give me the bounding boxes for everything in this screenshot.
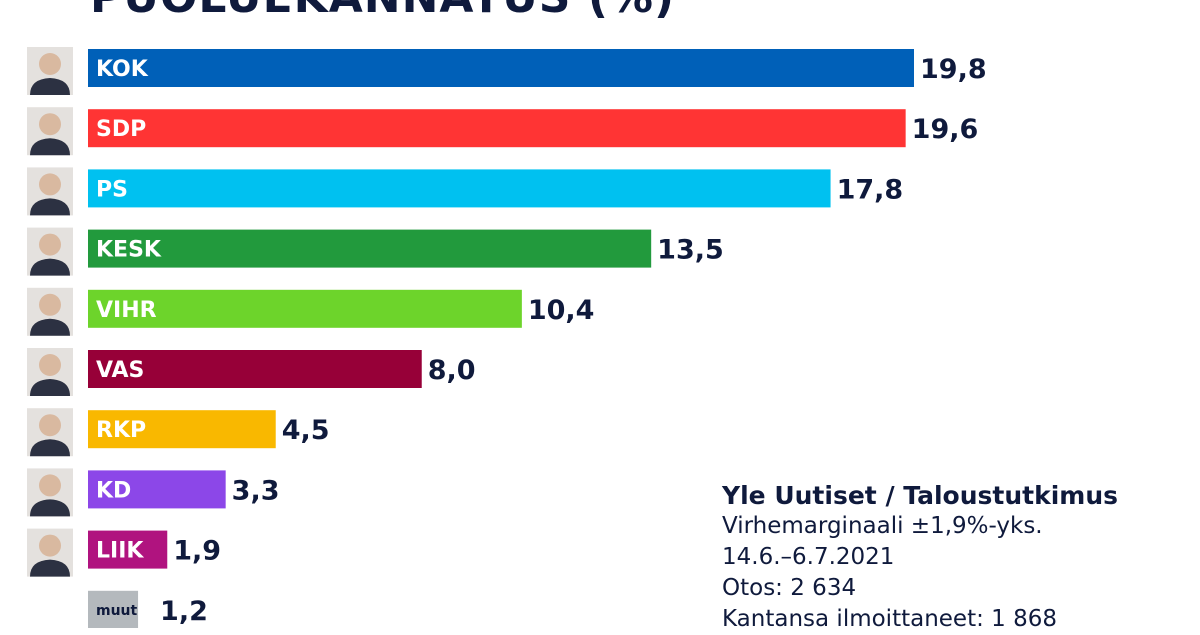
bar-value-kesk: 13,5: [657, 235, 724, 266]
portrait-liik: [27, 528, 73, 577]
bar-value-sdp: 19,6: [912, 114, 979, 145]
bar-value-kd: 3,3: [232, 475, 280, 506]
bar-value-muut: 1,2: [160, 596, 208, 627]
bar-label-rkp: RKP: [96, 418, 146, 443]
survey-dates: 14.6.–6.7.2021: [722, 544, 895, 570]
bar-kd: [88, 470, 226, 509]
bar-value-kok: 19,8: [920, 54, 987, 85]
bar-kok: [88, 49, 914, 87]
bar-sdp: [88, 109, 906, 148]
bar-label-muut: muut: [96, 603, 138, 619]
bar-value-vas: 8,0: [428, 355, 476, 386]
bar-muut: [88, 590, 139, 628]
bar-label-vas: VAS: [96, 358, 144, 383]
source-title: Yle Uutiset / Taloustutkimus: [722, 481, 1119, 510]
chart-title: PUOLUEKANNATUS (%): [90, 0, 675, 23]
bar-value-vihr: 10,4: [528, 295, 595, 326]
bar-value-liik: 1,9: [173, 536, 221, 567]
portrait-rkp: [27, 408, 73, 457]
bar-label-liik: LIIK: [96, 539, 144, 564]
portrait-sdp: [27, 107, 73, 156]
bar-label-kok: KOK: [96, 57, 149, 82]
error-margin: Virhemarginaali ±1,9%-yks.: [722, 513, 1043, 539]
bar-rkp: [88, 410, 276, 449]
sample-size: Otos: 2 634: [722, 575, 857, 601]
source-box: Yle Uutiset / Taloustutkimus Virhemargin…: [722, 480, 1118, 635]
bar-ps: [88, 169, 831, 208]
portrait-vihr: [27, 287, 73, 336]
portrait-ps: [27, 167, 73, 216]
bar-label-kd: KD: [96, 478, 131, 503]
portrait-vas: [27, 348, 73, 396]
bar-value-rkp: 4,5: [282, 415, 330, 446]
bar-label-ps: PS: [96, 177, 128, 202]
bar-label-sdp: SDP: [96, 117, 146, 142]
bar-kesk: [88, 229, 652, 268]
bar-label-kesk: KESK: [96, 238, 162, 263]
bar-value-ps: 17,8: [837, 174, 904, 205]
bar-vas: [88, 350, 422, 388]
portrait-kd: [27, 468, 73, 517]
respondents: Kantansa ilmoittaneet: 1 868: [722, 606, 1058, 632]
bar-liik: [88, 530, 168, 569]
bar-label-vihr: VIHR: [96, 298, 157, 323]
bar-vihr: [88, 289, 522, 328]
portrait-kesk: [27, 227, 73, 276]
portrait-kok: [27, 47, 73, 95]
